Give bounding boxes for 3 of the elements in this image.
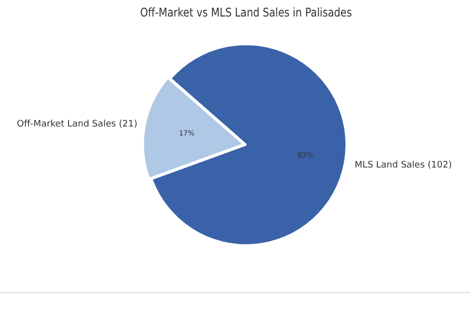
chart-title: Off-Market vs MLS Land Sales in Palisades: [140, 6, 352, 20]
slice-label: MLS Land Sales (102): [354, 160, 452, 170]
slice-label: Off-Market Land Sales (21): [16, 120, 138, 130]
